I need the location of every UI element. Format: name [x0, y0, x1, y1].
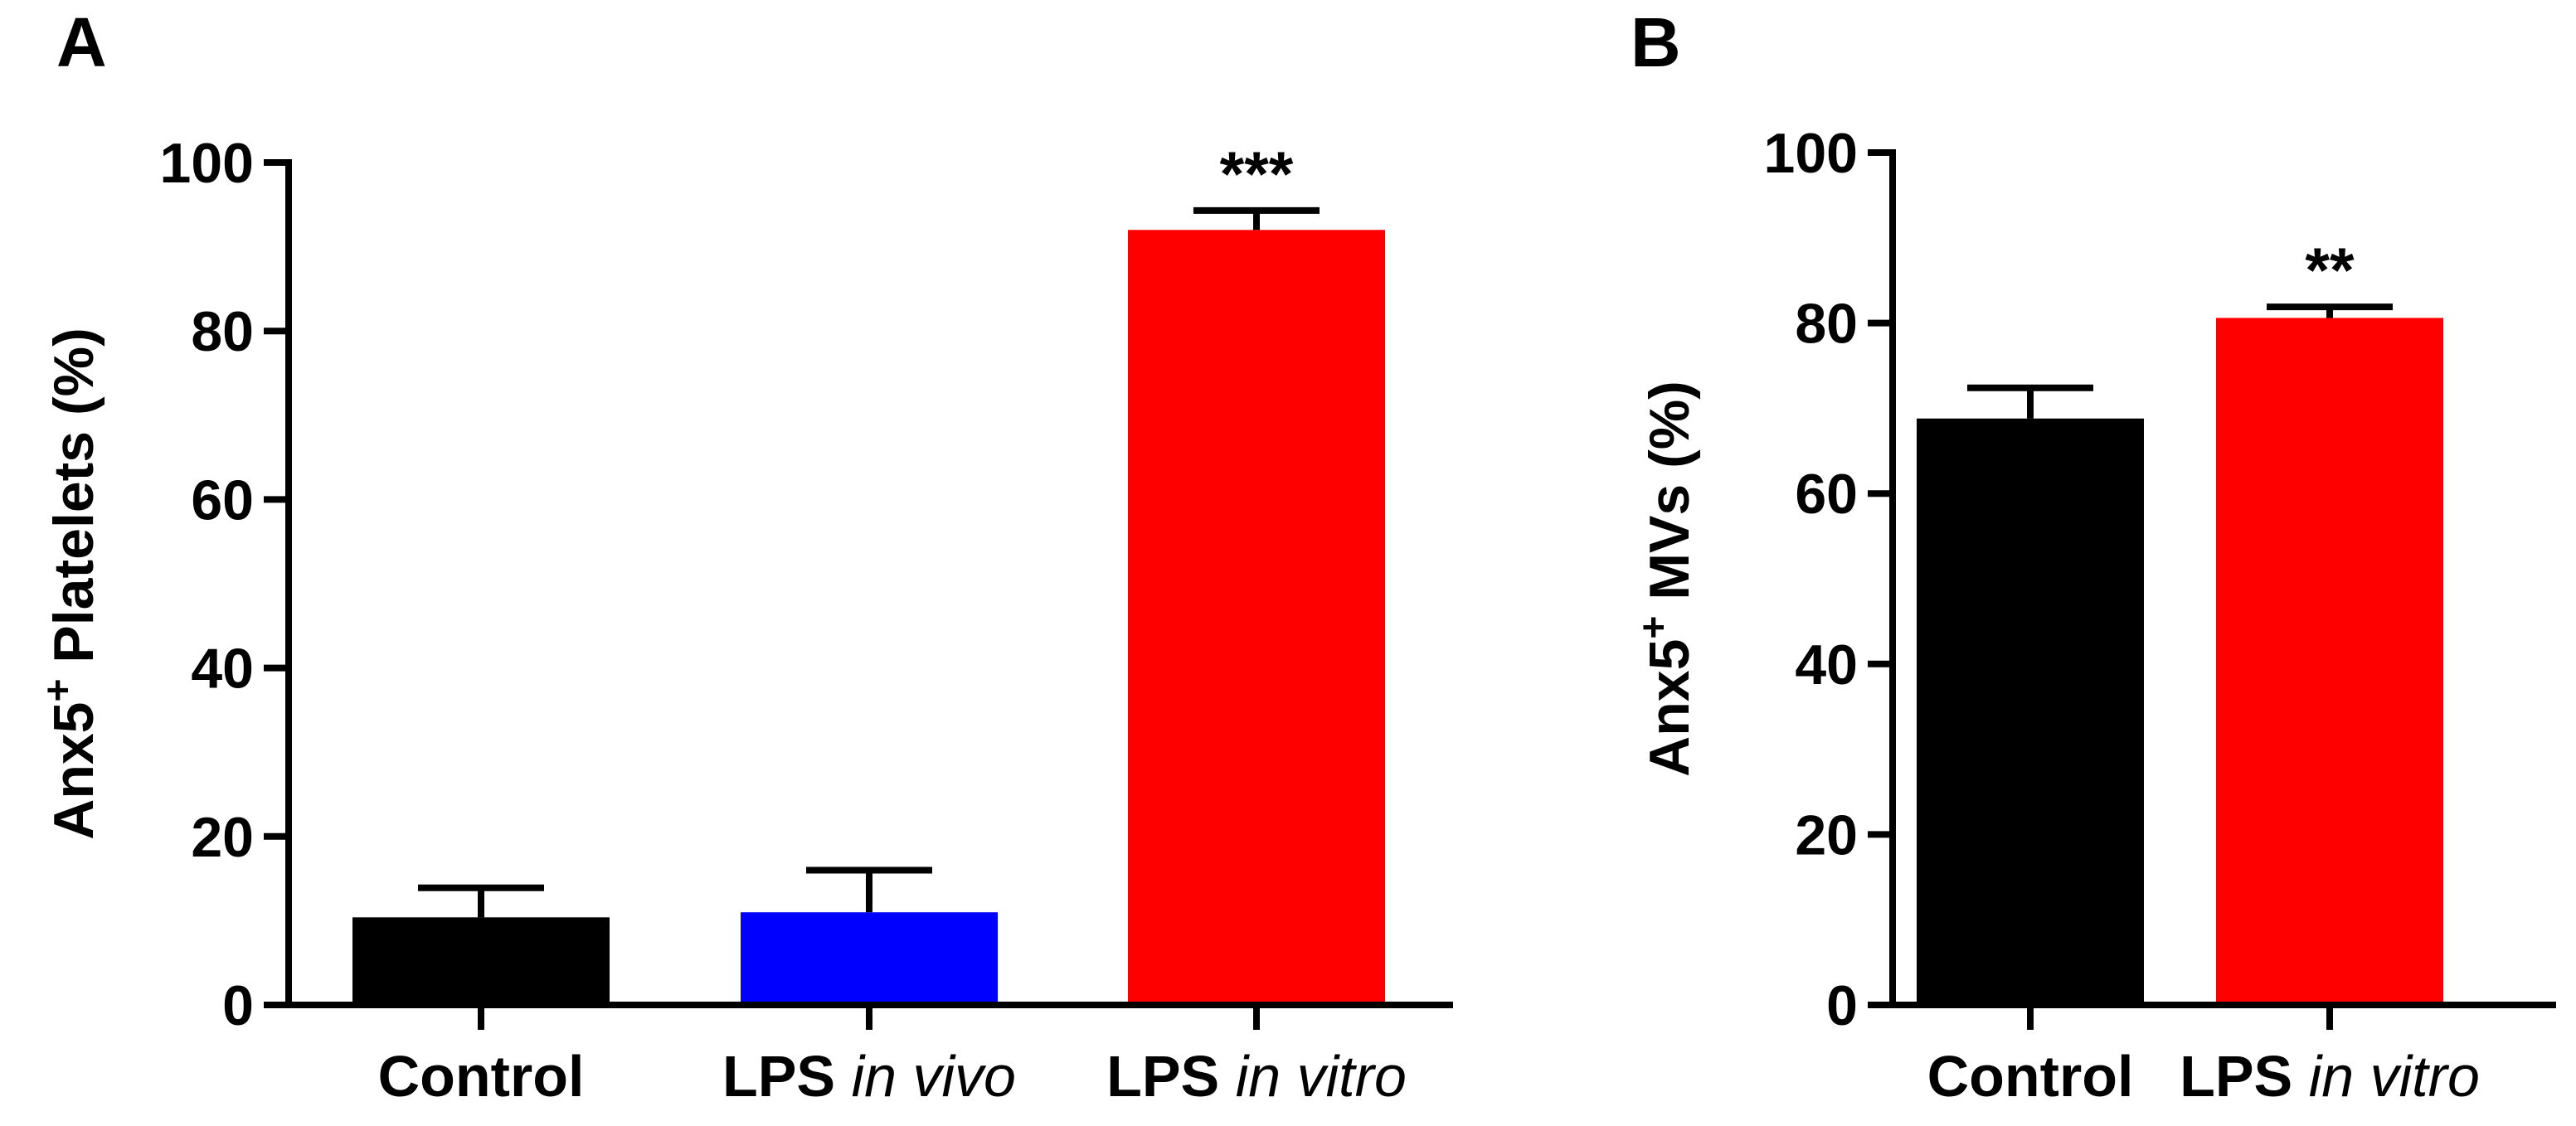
x-tick-label: Control [378, 1044, 585, 1109]
y-axis-label: Anx5+ MVs (%) [1632, 381, 1701, 777]
x-tick-label: Control [1927, 1044, 2134, 1109]
y-tick-label: 80 [191, 300, 254, 363]
x-tick-label: LPS in vivo [722, 1044, 1016, 1109]
bar [1128, 230, 1385, 1005]
y-tick-label: 80 [1795, 293, 1858, 356]
y-tick-label: 100 [1764, 122, 1858, 185]
y-tick-label: 100 [160, 132, 254, 195]
panel-label: B [1631, 3, 1681, 81]
bar [352, 917, 610, 1005]
x-tick-label: LPS in vitro [1106, 1044, 1407, 1109]
y-tick-label: 60 [1795, 463, 1858, 526]
significance-label: *** [1220, 139, 1294, 210]
y-tick-label: 60 [191, 468, 254, 531]
y-tick-label: 0 [222, 974, 254, 1037]
panel-a: A *** 0 20 40 60 80 100 Control LPS in vivo LPS in… [36, 3, 1453, 1109]
y-tick-label: 20 [191, 806, 254, 869]
y-tick-label: 40 [191, 638, 254, 701]
y-tick-label: 20 [1795, 803, 1858, 866]
bar [2216, 318, 2443, 1005]
significance-label: ** [2305, 235, 2355, 306]
panel-label: A [56, 3, 107, 81]
bar [741, 912, 998, 1005]
y-tick-label: 0 [1826, 974, 1858, 1037]
bar [1917, 418, 2144, 1006]
y-tick-label: 40 [1795, 633, 1858, 696]
x-tick-label: LPS in vitro [2180, 1044, 2480, 1109]
y-axis-label: Anx5+ Platelets (%) [36, 328, 105, 840]
panel-b: B ** 0 20 40 60 80 100 Control LPS in vitro Anx5+ … [1631, 3, 2556, 1109]
